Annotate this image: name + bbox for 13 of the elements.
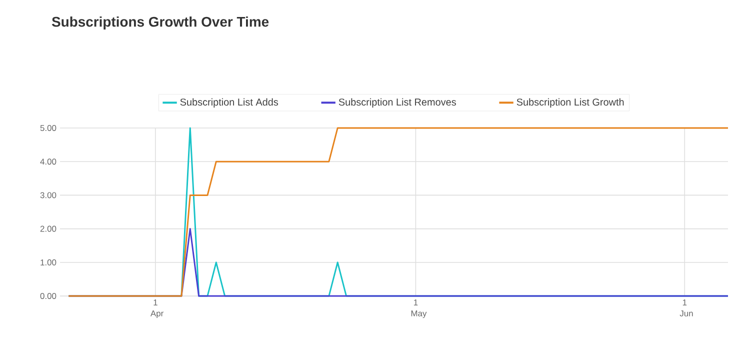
chart-title: Subscriptions Growth Over Time — [52, 16, 269, 30]
legend-label: Subscription List Adds — [180, 98, 278, 108]
y-tick-label: 0.00 — [40, 293, 56, 299]
x-tick-label: 1 May — [411, 300, 427, 318]
y-tick-label: 5.00 — [40, 125, 56, 131]
x-tick-label: 1 Apr — [150, 300, 164, 318]
y-tick-label: 3.00 — [40, 192, 56, 198]
x-tick-label: 1 Jun — [680, 300, 693, 316]
legend-label: Subscription List Growth — [516, 98, 624, 108]
y-tick-label: 2.00 — [40, 226, 56, 232]
y-tick-label: 4.00 — [40, 158, 56, 165]
y-tick-label: 1.00 — [40, 259, 56, 266]
legend-label: Subscription List Removes — [338, 98, 456, 108]
